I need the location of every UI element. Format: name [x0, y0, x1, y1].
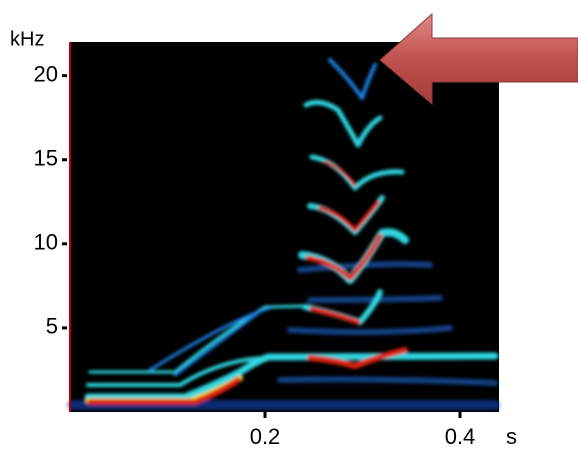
y-tick-label: 10 — [34, 230, 58, 255]
x-axis-label: s — [506, 424, 517, 449]
y-tick-label: 15 — [34, 146, 58, 171]
y-axis-label: kHz — [10, 28, 44, 50]
x-tick-label: 0.4 — [445, 424, 476, 449]
plot-background — [70, 42, 499, 412]
y-tick-label: 5 — [46, 314, 58, 339]
arrow — [379, 12, 578, 106]
y-tick-label: 20 — [34, 61, 58, 86]
x-tick-label: 0.2 — [250, 424, 281, 449]
spectrogram-traces — [67, 58, 500, 410]
